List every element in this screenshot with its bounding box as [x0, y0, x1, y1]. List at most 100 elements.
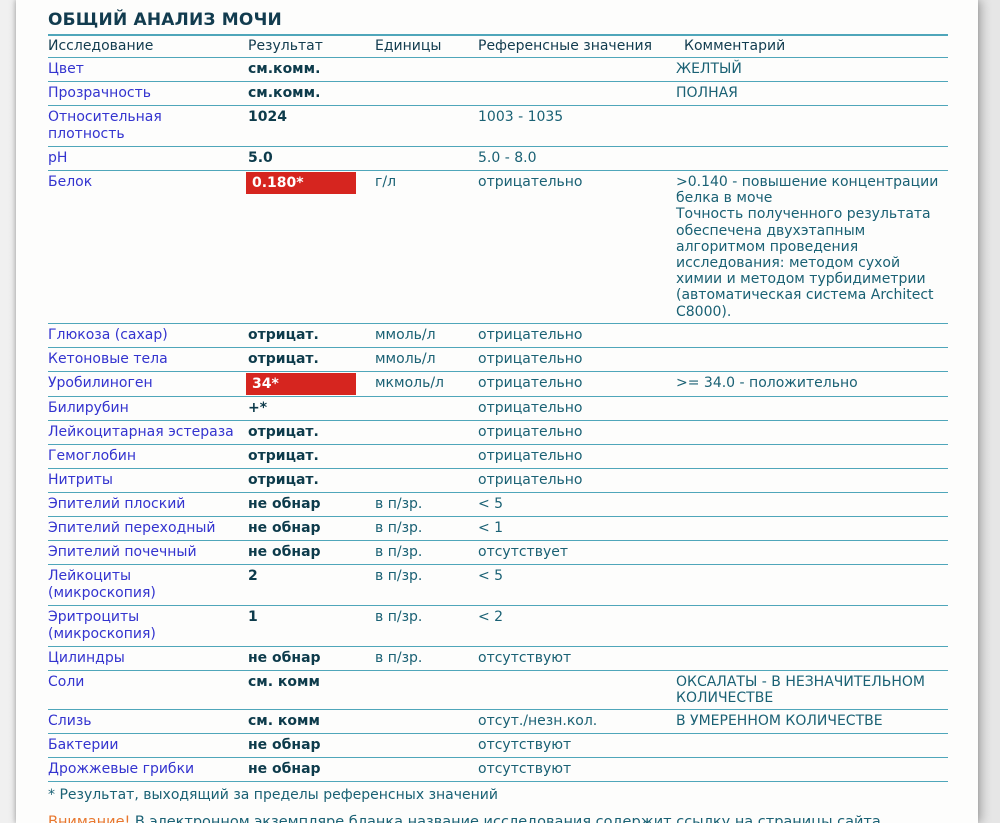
test-name-link[interactable]: Эпителий плоский: [48, 495, 186, 512]
table-row: Белок 0.180* г/л отрицательно >0.140 - п…: [48, 170, 948, 324]
reference-value: отсутствует: [478, 540, 664, 565]
units-value: [375, 444, 478, 469]
col-header-result: Результат: [248, 36, 375, 58]
test-name-link[interactable]: Относительная плотность: [48, 109, 162, 142]
comment-value: [664, 757, 948, 783]
test-name-link[interactable]: Дрожжевые грибки: [48, 761, 195, 778]
table-header-row: Исследование Результат Единицы Референсн…: [48, 36, 948, 58]
comment-value: [664, 492, 948, 517]
table-row: pH 5.0 5.0 - 8.0: [48, 146, 948, 171]
test-name-link[interactable]: Кетоновые тела: [48, 350, 168, 367]
reference-value: [478, 81, 664, 106]
units-value: [375, 468, 478, 493]
test-name-link[interactable]: pH: [48, 150, 68, 166]
test-name-link[interactable]: Эпителий почечный: [48, 543, 197, 560]
comment-value: [664, 420, 948, 445]
result-value: 1: [248, 608, 258, 625]
reference-value: отсут./незн.кол.: [478, 709, 664, 735]
test-name-link[interactable]: Билирубин: [48, 399, 129, 416]
comment-value: [664, 605, 948, 647]
reference-value: отрицательно: [478, 468, 664, 493]
test-name-link[interactable]: Эритроциты (микроскопия): [48, 608, 156, 642]
comment-value: [664, 516, 948, 541]
out-of-range-footnote: * Результат, выходящий за пределы рефере…: [48, 787, 498, 804]
col-header-comment: Комментарий: [664, 36, 948, 58]
comment-value: [664, 733, 948, 759]
comment-value: [664, 347, 948, 372]
units-value: [375, 670, 478, 711]
test-name-link[interactable]: Глюкоза (сахар): [48, 326, 168, 343]
result-value: 34*: [246, 372, 356, 395]
col-header-test: Исследование: [48, 36, 248, 58]
table-row: Дрожжевые грибки не обнар отсутствуют: [48, 757, 948, 783]
col-header-units: Единицы: [375, 36, 478, 58]
result-value: см. комм: [248, 713, 320, 730]
table-row: Лейкоциты (микроскопия) 2 в п/зр. < 5: [48, 564, 948, 606]
comment-value: [664, 468, 948, 493]
attention-label: Внимание!: [48, 814, 131, 823]
result-value: отрицат.: [248, 423, 319, 440]
table-row: Цвет см.комм. ЖЕЛТЫЙ: [48, 57, 948, 82]
result-value: 2: [248, 567, 258, 584]
test-name-link[interactable]: Бактерии: [48, 737, 119, 754]
table-row: Гемоглобин отрицат. отрицательно: [48, 444, 948, 469]
test-name-link[interactable]: Лейкоциты (микроскопия): [48, 567, 156, 601]
table-row: Нитриты отрицат. отрицательно: [48, 468, 948, 493]
comment-value: [664, 646, 948, 671]
table-row: Глюкоза (сахар) отрицат. ммоль/л отрицат…: [48, 323, 948, 348]
reference-value: < 2: [478, 605, 664, 647]
comment-value: ОКСАЛАТЫ - В НЕЗНАЧИТЕЛЬНОМ КОЛИЧЕСТВЕ: [664, 670, 948, 711]
reference-value: отрицательно: [478, 170, 664, 324]
test-name-link[interactable]: Соли: [48, 673, 85, 690]
reference-value: [478, 670, 664, 711]
table-row: Бактерии не обнар отсутствуют: [48, 733, 948, 759]
result-value: 0.180*: [246, 172, 356, 194]
report-page: ОБЩИЙ АНАЛИЗ МОЧИ Исследование Результат…: [16, 0, 978, 823]
reference-value: 1003 - 1035: [478, 105, 664, 147]
result-value: отрицат.: [248, 447, 319, 464]
comment-value: >0.140 - повышение концентрации белка в …: [664, 170, 948, 324]
reference-value: отрицательно: [478, 396, 664, 421]
test-name-link[interactable]: Слизь: [48, 713, 92, 730]
units-value: [375, 396, 478, 421]
table-row: Лейкоцитарная эстераза отрицат. отрицате…: [48, 420, 948, 445]
result-value: 5.0: [248, 150, 273, 166]
reference-value: отсутствуют: [478, 646, 664, 671]
result-value: отрицат.: [248, 471, 319, 488]
units-value: в п/зр.: [375, 540, 478, 565]
units-value: [375, 146, 478, 171]
comment-value: >= 34.0 - положительно: [664, 371, 948, 397]
reference-value: отрицательно: [478, 323, 664, 348]
test-name-link[interactable]: Гемоглобин: [48, 447, 137, 464]
test-name-link[interactable]: Уробилиноген: [48, 374, 153, 391]
test-name-link[interactable]: Эпителий переходный: [48, 519, 216, 536]
reference-value: отсутствуют: [478, 757, 664, 783]
table-row: Эпителий плоский не обнар в п/зр. < 5: [48, 492, 948, 517]
table-row: Билирубин +* отрицательно: [48, 396, 948, 421]
test-name-link[interactable]: Нитриты: [48, 471, 113, 488]
comment-value: В УМЕРЕННОМ КОЛИЧЕСТВЕ: [664, 709, 948, 735]
units-value: г/л: [375, 170, 478, 324]
comment-value: [664, 396, 948, 421]
result-value: см.комм.: [248, 85, 321, 101]
comment-value: [664, 105, 948, 147]
result-value: не обнар: [248, 737, 321, 754]
reference-value: отрицательно: [478, 420, 664, 445]
test-name-link[interactable]: Лейкоцитарная эстераза: [48, 423, 234, 440]
table-row: Относительная плотность 1024 1003 - 1035: [48, 105, 948, 147]
result-value: не обнар: [248, 543, 321, 560]
units-value: [375, 57, 478, 82]
test-name-link[interactable]: Белок: [48, 174, 93, 190]
test-name-link[interactable]: Цвет: [48, 61, 84, 77]
results-table: Исследование Результат Единицы Референсн…: [48, 36, 948, 783]
comment-value: [664, 146, 948, 171]
table-row: Прозрачность см.комм. ПОЛНАЯ: [48, 81, 948, 106]
table-row: Слизь см. комм отсут./незн.кол. В УМЕРЕН…: [48, 709, 948, 735]
comment-value: [664, 564, 948, 606]
comment-value: [664, 323, 948, 348]
test-name-link[interactable]: Прозрачность: [48, 85, 151, 101]
units-value: [375, 81, 478, 106]
reference-value: отрицательно: [478, 347, 664, 372]
results-tbody: Цвет см.комм. ЖЕЛТЫЙ Прозрачность см.ком…: [48, 57, 948, 783]
test-name-link[interactable]: Цилиндры: [48, 649, 125, 666]
